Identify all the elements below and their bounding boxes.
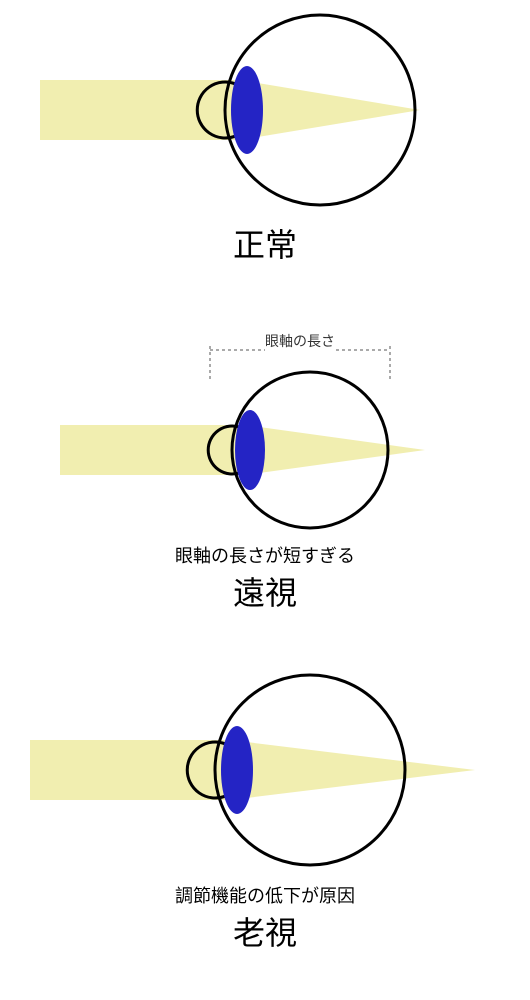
eye-svg-hyperopia: 眼軸の長さ xyxy=(0,330,530,540)
panel-normal: 正常 xyxy=(0,0,530,215)
subtitle-hyperopia: 眼軸の長さが短すぎる xyxy=(0,542,530,568)
eye-diagram-normal xyxy=(0,0,530,215)
eye-svg-normal xyxy=(0,0,530,210)
subtitle-presbyopia: 調節機能の低下が原因 xyxy=(0,882,530,908)
eye-svg-presbyopia xyxy=(0,660,530,880)
eye-diagram-presbyopia xyxy=(0,660,530,885)
title-presbyopia: 老視 xyxy=(0,908,530,954)
panel-hyperopia: 眼軸の長さ 眼軸の長さが短すぎる 遠視 xyxy=(0,330,530,545)
svg-text:眼軸の長さ: 眼軸の長さ xyxy=(265,333,335,349)
eye-diagram-hyperopia: 眼軸の長さ xyxy=(0,330,530,545)
panel-presbyopia: 調節機能の低下が原因 老視 xyxy=(0,660,530,885)
title-normal: 正常 xyxy=(0,220,530,266)
title-hyperopia: 遠視 xyxy=(0,568,530,614)
